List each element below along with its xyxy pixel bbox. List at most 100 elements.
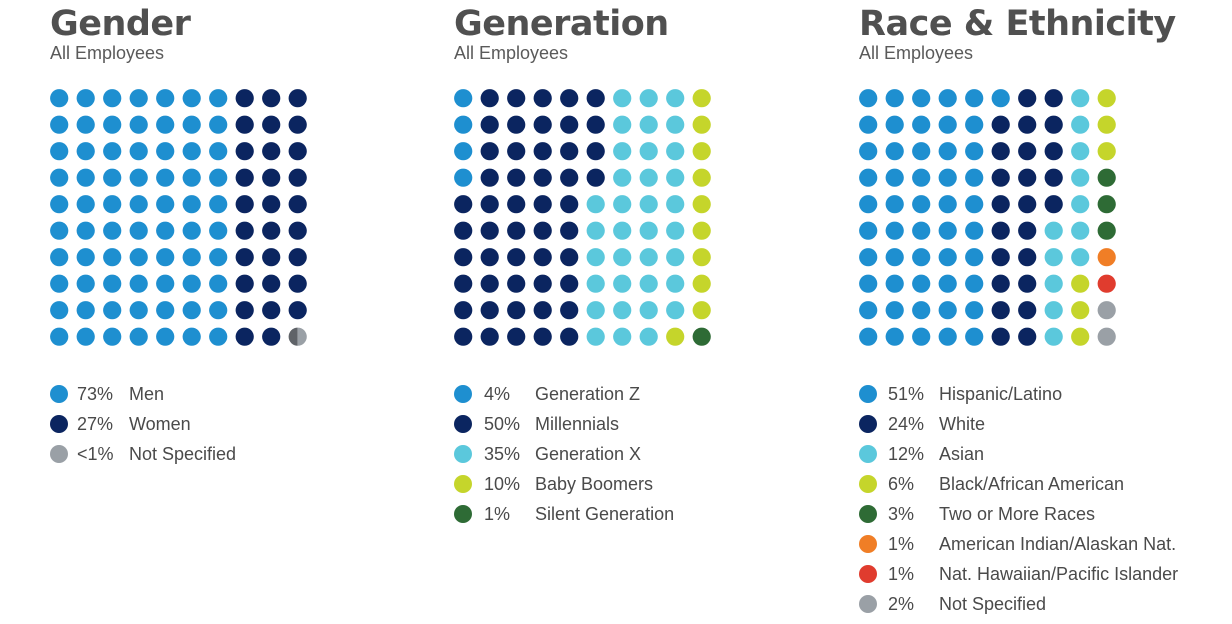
- legend-label-hispanic-latino: Hispanic/Latino: [939, 384, 1063, 404]
- legend-dot-women: [50, 415, 68, 433]
- legend-dot-men: [50, 385, 68, 403]
- waffle-dot-white: [1018, 274, 1037, 293]
- waffle-dot-baby-boomers: [692, 168, 711, 187]
- waffle-dot-generation-x: [639, 274, 658, 293]
- waffle-dot-women: [262, 327, 281, 346]
- waffle-dot-generation-x: [666, 142, 685, 161]
- waffle-dot-hispanic-latino: [912, 274, 931, 293]
- waffle-dot-hispanic-latino: [965, 301, 984, 320]
- waffle-dot-white: [1018, 168, 1037, 187]
- waffle-dot-generation-x: [639, 327, 658, 346]
- waffle-dot-men: [76, 195, 95, 214]
- generation-subtitle: All Employees: [454, 43, 569, 63]
- waffle-dot-generation-x: [613, 327, 632, 346]
- legend-label-race-not-specified: Not Specified: [939, 594, 1047, 614]
- waffle-dot-men: [76, 248, 95, 267]
- waffle-dot-millennials: [480, 89, 499, 108]
- waffle-dot-millennials: [533, 89, 552, 108]
- waffle-dot-millennials: [507, 221, 526, 240]
- waffle-dot-hispanic-latino: [859, 248, 878, 267]
- waffle-dot-millennials: [586, 115, 605, 134]
- waffle-dot-women: [262, 301, 281, 320]
- legend-dot-hispanic-latino: [859, 385, 877, 403]
- legend-pct-men: 73%: [77, 384, 114, 404]
- waffle-dot-men: [182, 115, 201, 134]
- waffle-dot-white: [1044, 195, 1063, 214]
- legend-label-white: White: [939, 414, 986, 434]
- waffle-dot-women: [262, 115, 281, 134]
- waffle-dot-hispanic-latino: [965, 168, 984, 187]
- waffle-dot-women: [262, 142, 281, 161]
- waffle-dot-asian: [1044, 248, 1063, 267]
- waffle-dot-women: [288, 301, 307, 320]
- waffle-dot-millennials: [507, 89, 526, 108]
- waffle-dot-hispanic-latino: [938, 142, 957, 161]
- waffle-dot-generation-x: [666, 89, 685, 108]
- waffle-dot-hispanic-latino: [912, 221, 931, 240]
- waffle-dot-hispanic-latino: [965, 221, 984, 240]
- waffle-dot-men: [182, 327, 201, 346]
- waffle-dot-men: [103, 168, 122, 187]
- legend-pct-asian: 12%: [888, 444, 925, 464]
- waffle-dot-hispanic-latino: [965, 274, 984, 293]
- waffle-dot-men: [182, 142, 201, 161]
- waffle-dot-men: [50, 274, 69, 293]
- waffle-dot-hispanic-latino: [912, 301, 931, 320]
- legend-pct-gen-x: 35%: [484, 444, 521, 464]
- waffle-dot-women: [235, 274, 254, 293]
- waffle-dot-men: [50, 301, 69, 320]
- waffle-dot-two-or-more-races: [1097, 221, 1116, 240]
- waffle-dot-men: [103, 89, 122, 108]
- waffle-dot-women: [262, 248, 281, 267]
- waffle-dot-generation-x: [639, 195, 658, 214]
- waffle-dot-women: [262, 221, 281, 240]
- waffle-dot-women: [288, 168, 307, 187]
- waffle-dot-generation-x: [586, 248, 605, 267]
- waffle-dot-millennials: [533, 195, 552, 214]
- waffle-dot-men: [209, 274, 228, 293]
- waffle-dot-hispanic-latino: [965, 89, 984, 108]
- generation-title: Generation: [454, 4, 669, 44]
- waffle-dot-white: [1044, 115, 1063, 134]
- waffle-dot-hispanic-latino: [965, 195, 984, 214]
- waffle-dot-half-women: [288, 327, 298, 346]
- waffle-dot-millennials: [507, 248, 526, 267]
- waffle-dot-millennials: [560, 274, 579, 293]
- waffle-dot-hispanic-latino: [938, 221, 957, 240]
- race-ethnicity-title: Race & Ethnicity: [859, 4, 1176, 44]
- waffle-dot-men: [129, 301, 148, 320]
- waffle-dot-men: [182, 248, 201, 267]
- waffle-dot-generation-x: [666, 274, 685, 293]
- waffle-dot-hispanic-latino: [965, 248, 984, 267]
- waffle-dot-generation-x: [639, 115, 658, 134]
- waffle-dot-hispanic-latino: [859, 115, 878, 134]
- legend-dot-race-not-specified: [859, 595, 877, 613]
- waffle-dot-hispanic-latino: [938, 195, 957, 214]
- waffle-dot-generation-x: [586, 301, 605, 320]
- waffle-dot-generation-x: [613, 274, 632, 293]
- waffle-dot-white: [991, 195, 1010, 214]
- waffle-dot-baby-boomers: [666, 327, 685, 346]
- waffle-dot-men: [209, 142, 228, 161]
- waffle-dot-hispanic-latino: [912, 248, 931, 267]
- waffle-dot-men: [76, 115, 95, 134]
- waffle-dot-white: [1044, 168, 1063, 187]
- waffle-dot-millennials: [507, 168, 526, 187]
- waffle-dot-black-african-american: [1071, 327, 1090, 346]
- waffle-dot-generation-x: [586, 221, 605, 240]
- waffle-dot-men: [182, 195, 201, 214]
- waffle-dot-men: [129, 248, 148, 267]
- waffle-dot-hispanic-latino: [912, 168, 931, 187]
- waffle-dot-millennials: [560, 195, 579, 214]
- waffle-dot-white: [991, 301, 1010, 320]
- waffle-dot-men: [129, 168, 148, 187]
- waffle-dot-men: [76, 221, 95, 240]
- waffle-dot-hispanic-latino: [885, 89, 904, 108]
- waffle-dot-asian: [1071, 221, 1090, 240]
- waffle-dot-hispanic-latino: [885, 274, 904, 293]
- legend-pct-millennials: 50%: [484, 414, 521, 434]
- waffle-dot-generation-x: [613, 115, 632, 134]
- waffle-dot-men: [103, 221, 122, 240]
- waffle-dot-millennials: [533, 248, 552, 267]
- waffle-dot-generation-x: [613, 195, 632, 214]
